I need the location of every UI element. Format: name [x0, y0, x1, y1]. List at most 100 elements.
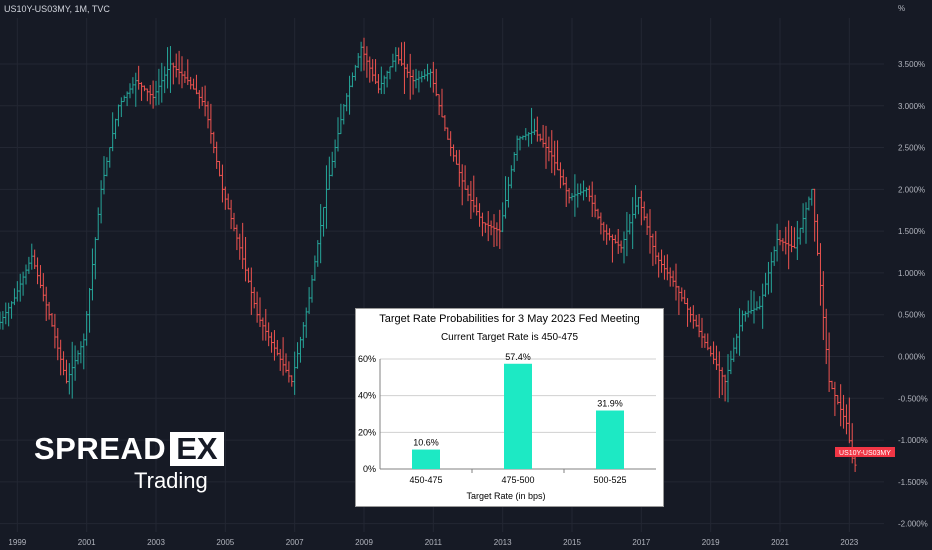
- ohlc-bar: [53, 313, 57, 349]
- ohlc-bar: [740, 310, 744, 332]
- ohlc-bar: [596, 208, 600, 220]
- ohlc-bar: [798, 227, 802, 245]
- ohlc-bar: [766, 261, 770, 295]
- ohlc-bar: [264, 308, 268, 341]
- ohlc-bar: [743, 311, 747, 322]
- ohlc-bar: [70, 341, 74, 399]
- ohlc-bar: [356, 53, 360, 68]
- inset-y-tick-label: 40%: [358, 391, 376, 401]
- ohlc-bar: [674, 263, 678, 301]
- y-tick-label: 3.000%: [898, 102, 925, 111]
- ohlc-bar: [521, 135, 525, 140]
- ohlc-bar: [371, 59, 375, 82]
- ohlc-bar: [610, 234, 614, 263]
- ohlc-bar: [414, 68, 418, 89]
- ohlc-bar: [634, 185, 638, 219]
- ohlc-bar: [631, 197, 635, 250]
- ohlc-bar: [59, 339, 63, 376]
- inset-y-tick-label: 0%: [363, 464, 376, 474]
- ohlc-bar: [616, 228, 620, 254]
- ohlc-bar: [570, 192, 574, 201]
- ohlc-bar: [518, 136, 522, 151]
- ohlc-bar: [628, 214, 632, 235]
- ohlc-bar: [769, 252, 773, 293]
- ohlc-bar: [313, 255, 317, 281]
- ohlc-bar: [469, 180, 473, 219]
- ohlc-bar: [272, 330, 276, 361]
- ohlc-bar: [125, 91, 129, 107]
- y-tick-label: 1.500%: [898, 227, 925, 236]
- y-tick-label: -1.500%: [898, 478, 928, 487]
- ohlc-bar: [177, 50, 181, 85]
- ohlc-bar: [223, 186, 227, 210]
- ohlc-bar: [437, 94, 441, 116]
- ohlc-bar: [778, 230, 782, 246]
- ohlc-bar: [47, 301, 51, 320]
- ohlc-bar: [764, 272, 768, 297]
- ohlc-bar: [10, 301, 14, 319]
- ohlc-bar: [833, 381, 837, 417]
- ohlc-bar: [12, 288, 16, 306]
- ohlc-bar: [376, 74, 380, 94]
- y-tick-label: 2.500%: [898, 144, 925, 153]
- ohlc-bar: [166, 47, 170, 89]
- ohlc-bar: [567, 188, 571, 204]
- ohlc-bar: [73, 345, 77, 381]
- ohlc-bar: [509, 165, 513, 189]
- ohlc-bar: [691, 305, 695, 329]
- ohlc-bar: [296, 342, 300, 369]
- ohlc-bar: [446, 127, 450, 140]
- price-tag: US10Y-US03MY: [835, 447, 895, 457]
- ohlc-bar: [784, 226, 788, 255]
- ohlc-bar: [804, 202, 808, 244]
- ohlc-bar: [657, 252, 661, 278]
- ohlc-bar: [801, 203, 805, 233]
- ohlc-bar: [524, 128, 528, 141]
- ohlc-bar: [183, 71, 187, 84]
- ohlc-bar: [613, 234, 617, 244]
- ohlc-bar: [319, 204, 323, 264]
- y-tick-label: 0.000%: [898, 352, 925, 361]
- ohlc-bar: [492, 214, 496, 248]
- x-tick-label: 2023: [840, 538, 858, 547]
- ohlc-bar: [758, 296, 762, 310]
- inset-bar: [596, 410, 624, 469]
- ohlc-bar: [642, 201, 646, 221]
- ohlc-bar: [680, 287, 684, 302]
- inset-xlabel: Target Rate (in bps): [466, 491, 545, 501]
- ohlc-bar: [148, 84, 152, 105]
- ohlc-bar: [246, 267, 250, 283]
- ohlc-bar: [270, 332, 274, 353]
- ohlc-bar: [50, 313, 54, 327]
- ohlc-bar: [212, 131, 216, 154]
- ohlc-bar: [345, 93, 349, 112]
- ohlc-bar: [501, 202, 505, 233]
- ohlc-bar: [622, 231, 626, 264]
- ohlc-bar: [683, 289, 687, 305]
- ohlc-bar: [608, 228, 612, 241]
- ohlc-bar: [261, 317, 265, 341]
- ohlc-bar: [645, 213, 649, 236]
- ohlc-bar: [114, 118, 118, 139]
- ohlc-bar: [194, 74, 198, 95]
- ohlc-bar: [0, 311, 2, 330]
- ohlc-bar: [44, 286, 48, 321]
- ohlc-bar: [738, 308, 742, 356]
- ohlc-bar: [824, 308, 828, 365]
- ohlc-bar: [304, 307, 308, 338]
- y-axis-labels: 3.500% 3.000% 2.500% 2.000% 1.500% 1.000% 0.50…: [898, 60, 928, 529]
- ohlc-bar: [530, 107, 534, 144]
- inset-category-label: 450-475: [409, 475, 442, 485]
- ohlc-bar: [200, 86, 204, 106]
- ohlc-bar: [538, 133, 542, 142]
- ohlc-bar: [330, 151, 334, 177]
- ohlc-bar: [573, 174, 577, 217]
- ohlc-bar: [38, 265, 42, 289]
- ohlc-bar: [137, 65, 141, 90]
- ohlc-bar: [839, 384, 843, 427]
- ohlc-bar: [434, 68, 438, 97]
- ohlc-bar: [220, 164, 224, 203]
- ohlc-bar: [327, 156, 331, 190]
- ohlc-bar: [423, 69, 427, 80]
